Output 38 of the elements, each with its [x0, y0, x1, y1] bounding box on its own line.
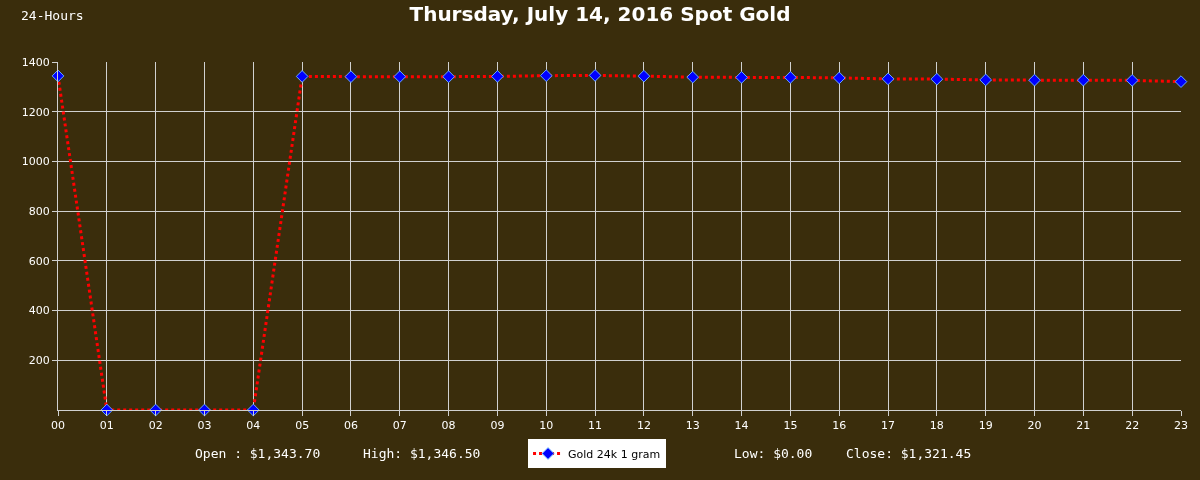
x-tick-label: 07 [392, 419, 407, 433]
x-tick-label: 21 [1076, 419, 1091, 433]
x-tick-label: 09 [490, 419, 505, 433]
x-tick-label: 19 [978, 419, 993, 433]
x-tick-label: 16 [832, 419, 847, 433]
text: Open : $1,343.70 [195, 446, 321, 461]
x-tick-label: 04 [246, 419, 261, 433]
x-tick-label: 17 [881, 419, 896, 433]
y-tick-label: 600 [28, 254, 50, 268]
x-tick-label: 11 [588, 419, 603, 433]
y-tick-label: 1000 [21, 155, 50, 169]
x-tick-label: 13 [685, 419, 700, 433]
y-tick-label: 1200 [21, 105, 50, 119]
x-tick-label: 20 [1027, 419, 1042, 433]
text: 24-Hours [21, 8, 84, 23]
text: Close: $1,321.45 [846, 446, 972, 461]
x-tick-label: 23 [1174, 419, 1188, 433]
x-tick-label: 08 [441, 419, 456, 433]
x-tick-label: 22 [1125, 419, 1140, 433]
text: Low: $0.00 [734, 446, 813, 461]
y-tick-label: 200 [28, 354, 50, 368]
x-tick-label: 12 [636, 419, 651, 433]
x-tick-label: 02 [148, 419, 163, 433]
text: High: $1,346.50 [363, 446, 481, 461]
chart-title: Thursday, July 14, 2016 Spot Gold [409, 2, 791, 27]
y-tick-label: 800 [28, 204, 50, 218]
x-tick-label: 05 [295, 419, 310, 433]
x-tick-label: 15 [783, 419, 798, 433]
x-tick-label: 14 [734, 419, 749, 433]
y-tick-label: 1400 [21, 55, 50, 69]
x-tick-label: 00 [51, 419, 65, 433]
x-tick-label: 03 [197, 419, 212, 433]
x-tick-label: 18 [929, 419, 944, 433]
x-tick-label: 01 [99, 419, 114, 433]
y-tick-label: 400 [28, 304, 50, 318]
x-tick-label: 06 [343, 419, 358, 433]
x-tick-label: 10 [539, 419, 554, 433]
legend-label: Gold 24k 1 gram [568, 447, 661, 461]
